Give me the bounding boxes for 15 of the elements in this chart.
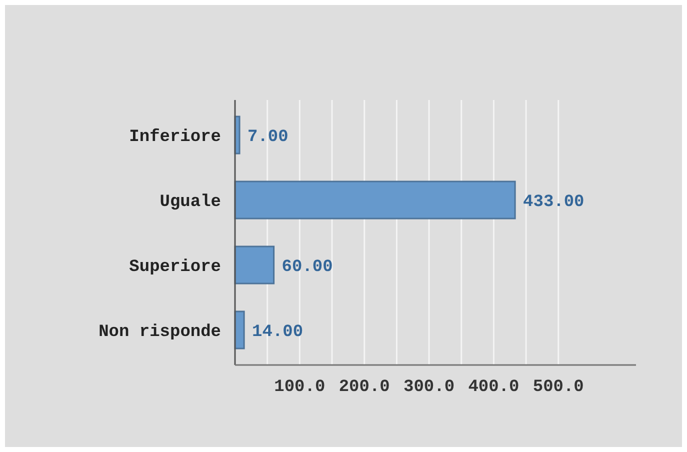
data-label: 433.00 <box>523 192 584 212</box>
data-label: 7.00 <box>248 128 288 147</box>
bar <box>234 180 516 220</box>
data-label: 14.00 <box>252 322 304 342</box>
x-tick-label: 400.0 <box>468 378 520 397</box>
y-tick-label: Uguale <box>160 192 221 212</box>
data-label: 60.00 <box>282 258 333 277</box>
x-tick-label: 100.0 <box>274 378 326 397</box>
x-tick-label: 200.0 <box>338 378 390 397</box>
y-tick-label: Inferiore <box>129 128 221 147</box>
bar <box>234 246 275 284</box>
x-tick-label: 300.0 <box>404 378 455 397</box>
x-tick-label: 500.0 <box>532 378 584 397</box>
y-tick-label: Superiore <box>129 258 221 277</box>
y-tick-label: Non risponde <box>98 322 221 342</box>
